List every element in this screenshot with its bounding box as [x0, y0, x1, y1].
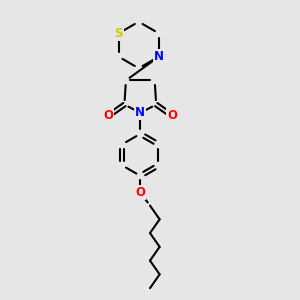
- Text: O: O: [135, 186, 145, 199]
- Text: O: O: [167, 109, 177, 122]
- Text: S: S: [114, 27, 123, 40]
- Text: N: N: [154, 50, 164, 63]
- Text: O: O: [103, 109, 114, 122]
- Text: N: N: [135, 106, 145, 119]
